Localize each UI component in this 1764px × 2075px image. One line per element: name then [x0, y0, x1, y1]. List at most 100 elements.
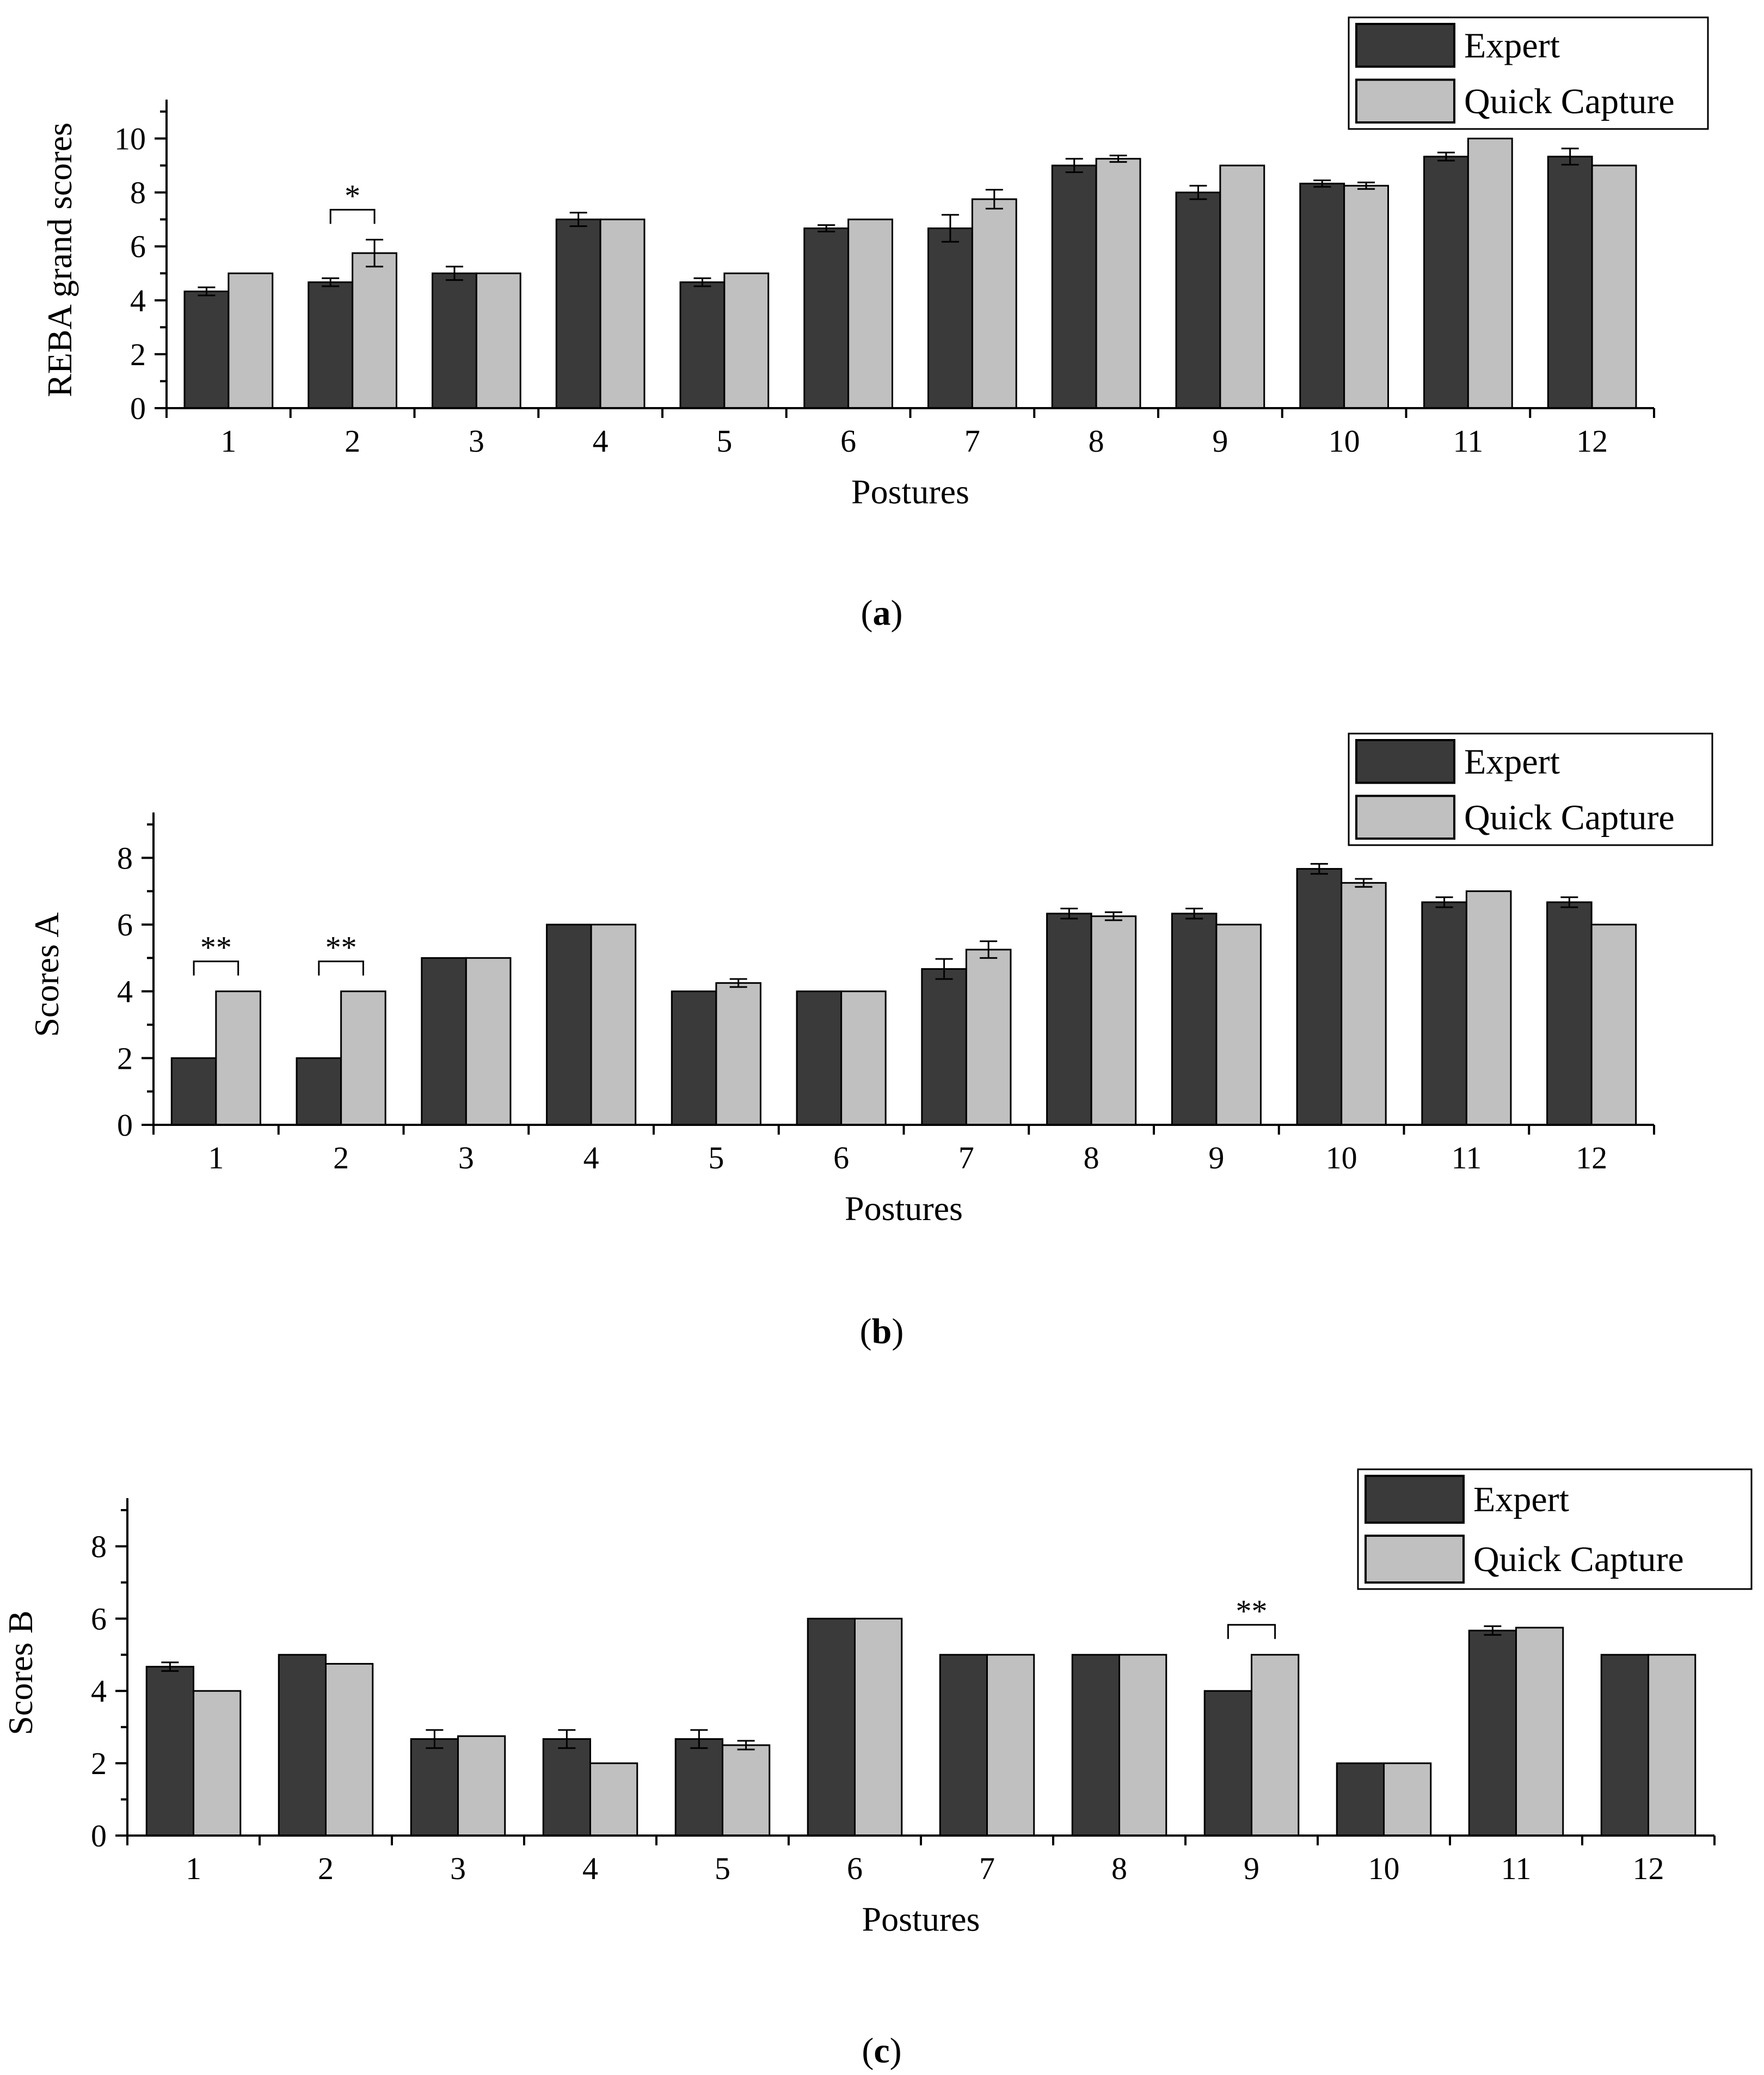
error-bar-expert-posture-4: [558, 1729, 576, 1749]
bar-expert-posture-5: [674, 1738, 723, 1837]
significance-bracket-line: [318, 960, 364, 976]
bar-quick-capture-posture-8: [1118, 1654, 1167, 1837]
y-tick-label-6: 6: [91, 1601, 107, 1636]
bar-quick-capture-posture-12: [1590, 923, 1637, 1126]
y-tick-label-10: 10: [114, 121, 146, 157]
bar-quick-capture-posture-9: [1219, 164, 1265, 409]
x-tick-label-1: 1: [220, 423, 236, 459]
legend-swatch-quick-capture: [1355, 78, 1455, 124]
error-bar-quick-capture-posture-8: [1104, 911, 1122, 921]
error-bar-expert-posture-10: [1310, 863, 1328, 875]
legend-swatch-expert: [1365, 1475, 1465, 1524]
bar-quick-capture-posture-2: [340, 990, 386, 1126]
error-bar-expert-posture-9: [1185, 908, 1203, 920]
bar-quick-capture-posture-11: [1465, 890, 1512, 1126]
bar-expert-posture-10: [1299, 182, 1345, 409]
panel-b-y-axis-label: Scores A: [27, 912, 66, 1037]
y-tick-label-2: 2: [117, 1040, 133, 1076]
significance-bracket-1: **: [318, 930, 364, 976]
bar-expert-posture-6: [803, 227, 850, 409]
bar-quick-capture-posture-7: [965, 949, 1012, 1126]
x-tick-label-5: 5: [715, 1851, 730, 1886]
bar-expert-posture-4: [542, 1738, 591, 1837]
panel-b-caption: (b): [860, 1312, 904, 1351]
x-tick-label-2: 2: [318, 1851, 334, 1886]
error-bar-quick-capture-posture-10: [1355, 878, 1373, 888]
significance-bracket-0: **: [193, 930, 239, 976]
bar-expert-posture-8: [1071, 1654, 1120, 1837]
x-tick-label-12: 12: [1633, 1851, 1664, 1886]
bar-quick-capture-posture-8: [1095, 158, 1141, 409]
panel-c-caption-letter: c: [874, 2031, 889, 2071]
panel-a-y-axis-label: REBA grand scores: [40, 122, 79, 397]
y-tick-label-4: 4: [117, 974, 133, 1009]
x-tick-label-1: 1: [208, 1140, 224, 1175]
error-bar-expert-posture-8: [1060, 908, 1078, 920]
panel-b-x-axis-label: Postures: [845, 1189, 963, 1228]
bar-quick-capture-posture-7: [971, 198, 1017, 409]
x-tick-label-11: 11: [1451, 1140, 1482, 1175]
bar-expert-posture-10: [1336, 1762, 1385, 1837]
bar-quick-capture-posture-6: [840, 990, 887, 1126]
legend-label-expert: Expert: [1464, 26, 1560, 65]
legend-swatch-expert: [1355, 739, 1455, 784]
error-bar-quick-capture-posture-7: [985, 189, 1003, 210]
legend-label-quick-capture: Quick Capture: [1464, 82, 1675, 121]
bar-quick-capture-posture-10: [1343, 184, 1389, 409]
bar-expert-posture-4: [546, 923, 592, 1126]
significance-marker: *: [345, 178, 360, 213]
error-bar-expert-posture-3: [426, 1729, 444, 1749]
y-tick-label-4: 4: [91, 1673, 107, 1709]
bar-expert-posture-2: [278, 1654, 327, 1837]
panel-a-legend: Expert Quick Capture: [1348, 16, 1709, 130]
bar-expert-posture-7: [921, 968, 967, 1126]
y-tick-label-6: 6: [117, 907, 133, 943]
panel-a-marks: *: [183, 138, 1637, 409]
legend-label-expert: Expert: [1464, 742, 1560, 781]
panel-c-legend: Expert Quick Capture: [1357, 1468, 1753, 1590]
panel-a-caption: (a): [861, 593, 903, 633]
bar-expert-posture-6: [796, 990, 843, 1126]
x-tick-label-2: 2: [345, 423, 360, 459]
legend-swatch-expert: [1355, 23, 1455, 68]
x-tick-label-3: 3: [450, 1851, 466, 1886]
bar-quick-capture-posture-12: [1591, 164, 1637, 409]
error-bar-expert-posture-11: [1437, 151, 1455, 162]
x-tick-label-9: 9: [1208, 1140, 1224, 1175]
bar-expert-posture-4: [555, 218, 601, 409]
x-tick-label-8: 8: [1089, 423, 1104, 459]
error-bar-expert-posture-7: [935, 958, 953, 980]
panel-c-marks: **: [145, 1593, 1697, 1837]
error-bar-quick-capture-posture-7: [980, 940, 998, 959]
bar-expert-posture-12: [1547, 156, 1593, 409]
bar-quick-capture-posture-9: [1215, 923, 1262, 1126]
y-tick-label-0: 0: [91, 1818, 107, 1854]
error-bar-expert-posture-5: [693, 277, 711, 287]
x-tick-label-12: 12: [1576, 423, 1608, 459]
x-tick-label-12: 12: [1576, 1140, 1607, 1175]
bar-expert-posture-6: [807, 1617, 856, 1837]
x-tick-label-8: 8: [1111, 1851, 1127, 1886]
error-bar-expert-posture-4: [569, 212, 587, 227]
bar-quick-capture-posture-4: [590, 923, 637, 1126]
significance-bracket-line: [1227, 1624, 1276, 1639]
bar-quick-capture-posture-5: [722, 1744, 771, 1837]
y-tick-label-2: 2: [91, 1746, 107, 1781]
bar-expert-posture-2: [296, 1057, 342, 1126]
bar-expert-posture-2: [308, 281, 354, 409]
x-tick-label-11: 11: [1501, 1851, 1532, 1886]
panel-b-caption-letter: b: [872, 1312, 892, 1351]
bar-expert-posture-7: [939, 1654, 988, 1837]
bar-quick-capture-posture-10: [1383, 1762, 1432, 1837]
error-bar-expert-posture-10: [1313, 179, 1331, 188]
x-tick-label-7: 7: [964, 423, 980, 459]
significance-bracket-0: *: [329, 178, 376, 224]
error-bar-expert-posture-1: [161, 1661, 179, 1672]
x-tick-label-6: 6: [847, 1851, 863, 1886]
x-tick-label-10: 10: [1368, 1851, 1400, 1886]
bar-quick-capture-posture-11: [1467, 138, 1513, 409]
x-tick-label-1: 1: [186, 1851, 201, 1886]
x-tick-label-10: 10: [1326, 1140, 1357, 1175]
x-tick-label-11: 11: [1453, 423, 1483, 459]
